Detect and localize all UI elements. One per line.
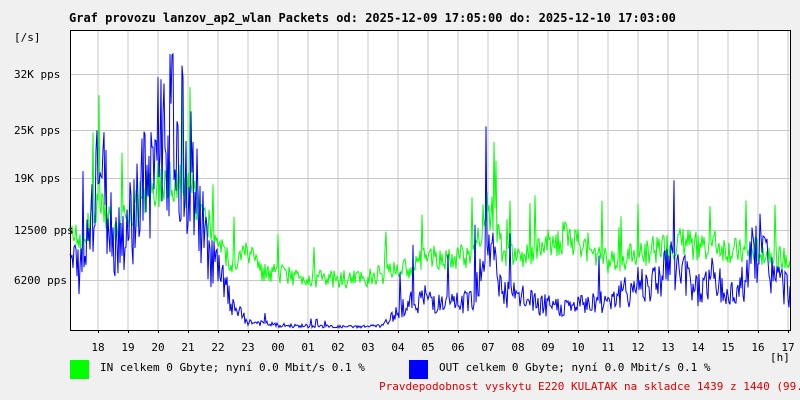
footer-note: Pravdepodobnost vyskytu E220 KULATAK na … xyxy=(379,380,800,393)
x-tick-label: 15 xyxy=(721,341,734,354)
x-tick-label: 05 xyxy=(421,341,434,354)
x-tick-label: 04 xyxy=(391,341,405,354)
legend-label-in: IN celkem 0 Gbyte; nyní 0.0 Mbit/s 0.1 % xyxy=(100,361,365,374)
y-tick-label: 25K pps xyxy=(14,124,60,137)
x-tick-label: 16 xyxy=(751,341,764,354)
y-tick-label: 32K pps xyxy=(14,68,60,81)
x-tick-label: 17 xyxy=(781,341,794,354)
x-tick-label: 23 xyxy=(241,341,254,354)
x-tick-label: 18 xyxy=(91,341,104,354)
x-tick-label: 03 xyxy=(361,341,374,354)
y-tick-label: 12500 pps xyxy=(14,224,74,237)
x-tick-label: 22 xyxy=(211,341,224,354)
series-line-in xyxy=(69,70,791,289)
series-layer xyxy=(69,52,791,330)
y-tick-label: 6200 pps xyxy=(14,274,67,287)
x-tick-label: 21 xyxy=(181,341,194,354)
x-tick-label: 08 xyxy=(511,341,524,354)
x-tick-label: 01 xyxy=(301,341,314,354)
y-axis-unit: [/s] xyxy=(14,31,41,44)
x-tick-label: 06 xyxy=(451,341,464,354)
y-tick-label: 19K pps xyxy=(14,172,60,185)
chart-title: Graf provozu lanzov_ap2_wlan Packets od:… xyxy=(69,11,676,25)
y-tick-labels: 6200 pps 12500 pps 19K pps 25K pps 32K pps xyxy=(14,68,74,287)
axes xyxy=(70,30,791,333)
x-tick-label: 11 xyxy=(601,341,614,354)
x-axis-unit: [h] xyxy=(770,351,790,364)
legend-swatch-out xyxy=(409,360,428,379)
x-tick-labels: 18 19 20 21 22 23 00 01 02 03 04 05 06 07 08 09 10 11 12 13… xyxy=(91,341,794,354)
x-tick-label: 10 xyxy=(571,341,584,354)
x-tick-label: 19 xyxy=(121,341,134,354)
x-tick-label: 00 xyxy=(271,341,284,354)
legend-swatch-in xyxy=(70,360,89,379)
x-tick-label: 09 xyxy=(541,341,554,354)
x-tick-label: 02 xyxy=(331,341,344,354)
x-tick-label: 12 xyxy=(631,341,644,354)
x-tick-label: 14 xyxy=(691,341,705,354)
x-tick-label: 13 xyxy=(661,341,674,354)
series-line-out xyxy=(69,52,791,330)
plot-frame xyxy=(70,30,791,331)
legend-label-out: OUT celkem 0 Gbyte; nyní 0.0 Mbit/s 0.1 … xyxy=(439,361,711,374)
x-tick-label: 20 xyxy=(151,341,164,354)
x-tick-label: 07 xyxy=(481,341,494,354)
